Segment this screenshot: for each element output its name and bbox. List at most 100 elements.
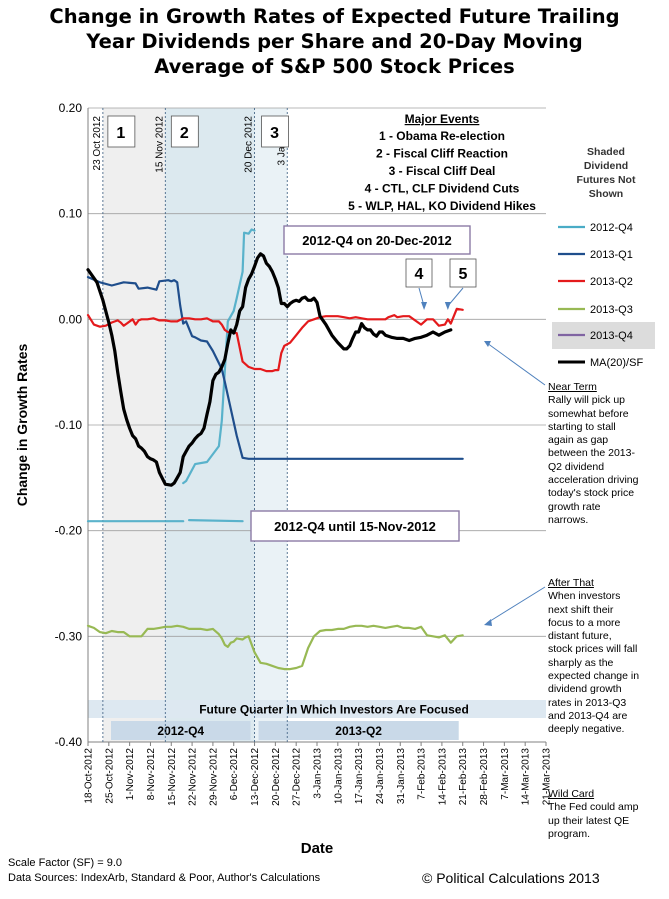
- note-line: Q2 dividend: [548, 460, 605, 473]
- series-line-2012-q4: [182, 228, 256, 485]
- x-tick-label: 3-Jan-2013: [313, 748, 324, 799]
- note-line: When investors: [548, 590, 621, 603]
- note-line: again as gap: [548, 434, 609, 447]
- x-axis-label: Date: [301, 840, 334, 857]
- footer-notes: Scale Factor (SF) = 9.0 Data Sources: In…: [8, 856, 320, 886]
- focus-period-box: [111, 721, 251, 740]
- legend-note-line: Futures Not: [576, 174, 636, 186]
- legend-label: 2012-Q4: [590, 222, 633, 234]
- event-marker-arrowhead: [421, 302, 428, 310]
- wild-card-heading: Wild Card: [548, 788, 595, 800]
- wild-card-text: The Fed could amp up their latest QE progr…: [548, 801, 666, 841]
- x-tick-label: 13-Dec-2012: [250, 748, 261, 806]
- focus-band: Future Quarter In Which Investors Are Fo…: [88, 700, 546, 740]
- note-line: acceleration driving: [548, 474, 639, 487]
- x-tick-label: 14-Feb-2013: [437, 748, 448, 806]
- y-tick-label: 0.00: [59, 312, 83, 326]
- major-event-item: 1 - Obama Re-election: [379, 129, 505, 143]
- after-that-text: When investors next shift their focus to a…: [548, 590, 666, 736]
- x-tick-label: 21-Feb-2013: [458, 748, 469, 806]
- series-lines: [86, 228, 464, 671]
- x-tick-label: 1-Nov-2012: [125, 748, 136, 801]
- x-tick-label: 7-Mar-2013: [500, 748, 511, 800]
- note-line: stock prices will fall: [548, 643, 638, 656]
- note-line: dividend growth: [548, 683, 622, 696]
- event-label: 15 Nov 2012: [154, 116, 165, 173]
- legend-note: Shaded Dividend Futures Not Shown: [556, 145, 656, 201]
- x-tick-label: 29-Nov-2012: [208, 748, 219, 806]
- note-line: sharply as the: [548, 656, 614, 669]
- major-event-item: 5 - WLP, HAL, KO Dividend Hikes: [348, 199, 536, 213]
- near-term-arrowhead: [484, 341, 491, 347]
- x-tick-label: 25-Oct-2012: [104, 748, 115, 804]
- region-number-box: [261, 115, 289, 148]
- legend: 2012-Q4 2013-Q1 2013-Q2 2013-Q3 2013-Q4 MA(20…: [552, 222, 655, 369]
- callout-bottom-label: 2012-Q4 until 15-Nov-2012: [274, 519, 436, 534]
- focus-period-label: 2012-Q4: [157, 724, 204, 738]
- legend-label: MA(20)/SF: [590, 357, 643, 369]
- legend-note-line: Shown: [588, 188, 624, 200]
- note-line: expected change in: [548, 670, 640, 683]
- x-tick-label: 27-Dec-2012: [292, 748, 303, 806]
- legend-label: 2013-Q1: [590, 249, 633, 261]
- note-line: somewhat before: [548, 407, 629, 420]
- title-line-3: Average of S&P 500 Stock Prices: [154, 55, 515, 78]
- title-line-1: Change in Growth Rates of Expected Futur…: [49, 5, 620, 28]
- y-tick-label: -0.20: [55, 524, 83, 538]
- note-line: rates in 2013-Q3: [548, 696, 627, 709]
- after-that-heading: After That: [548, 577, 594, 589]
- x-tick-label: 21-Mar-2013: [542, 748, 553, 806]
- y-tick-label: -0.40: [55, 735, 83, 749]
- note-line: starting to stall: [548, 420, 616, 433]
- region-number-label: 3: [270, 125, 279, 142]
- y-tick-label: 0.10: [59, 207, 83, 221]
- x-tick-label: 18-Oct-2012: [84, 748, 95, 804]
- series-line-ma-20-sf: [86, 252, 453, 487]
- title-line-2: Year Dividends per Share and 20-Day Movi…: [86, 30, 583, 53]
- series-line-2012-q4: [188, 518, 244, 523]
- x-tick-label: 31-Jan-2013: [396, 748, 407, 805]
- note-line: and 2013-Q4 are: [548, 709, 628, 722]
- note-line: next shift their: [548, 603, 614, 616]
- y-tick-label: -0.10: [55, 418, 83, 432]
- major-events-heading: Major Events: [405, 112, 480, 126]
- legend-label: 2013-Q2: [590, 276, 633, 288]
- x-tick-label: 10-Jan-2013: [333, 748, 344, 805]
- x-tick-label: 28-Feb-2013: [479, 748, 490, 806]
- note-line: focus to a more: [548, 616, 621, 629]
- focus-period-box: [258, 721, 459, 740]
- copyright: © Political Calculations 2013: [422, 870, 600, 886]
- note-line: distant future,: [548, 630, 612, 643]
- note-line: between the 2013-: [548, 447, 635, 460]
- series-line-2013-q1: [86, 276, 464, 460]
- event-label: 20 Dec 2012: [244, 116, 255, 173]
- focus-band-bar: [88, 700, 546, 718]
- wild-card-note: Wild Card The Fed could amp up their late…: [548, 788, 666, 841]
- near-term-text: Rally will pick up somewhat before startin…: [548, 394, 666, 527]
- after-that-arrowhead: [484, 619, 492, 626]
- major-event-item: 3 - Fiscal Cliff Deal: [389, 164, 496, 178]
- note-line: up their latest QE: [548, 814, 630, 827]
- chart-title: Change in Growth Rates of Expected Futur…: [0, 4, 669, 79]
- x-tick-label: 6-Dec-2012: [229, 748, 240, 801]
- region-number-label: 1: [116, 125, 125, 142]
- x-tick-label: 8-Nov-2012: [146, 748, 157, 801]
- note-line: The Fed could amp: [548, 801, 639, 814]
- event-label: 23 Oct 2012: [92, 116, 103, 171]
- y-axis-label: Change in Growth Rates: [14, 344, 30, 507]
- near-term-heading: Near Term: [548, 381, 597, 393]
- major-event-item: 4 - CTL, CLF Dividend Cuts: [365, 182, 520, 196]
- legend-label: 2013-Q3: [590, 304, 633, 316]
- x-tick-label: 7-Feb-2013: [417, 748, 428, 800]
- event-marker-label: 5: [459, 266, 468, 283]
- x-tick-label: 14-Mar-2013: [521, 748, 532, 806]
- region-number-label: 2: [180, 125, 189, 142]
- event-marker-box: [405, 258, 433, 288]
- x-tick-label: 22-Nov-2012: [188, 748, 199, 806]
- series-line-2013-q2: [86, 307, 464, 373]
- callout-bottom-box: [250, 510, 460, 542]
- event-marker-label: 4: [415, 266, 424, 283]
- axes: 0.20 0.10 0.00 -0.10 -0.20 -0.30 -0.4018-Oct-2…: [14, 101, 553, 857]
- callout-top-box: [283, 225, 471, 255]
